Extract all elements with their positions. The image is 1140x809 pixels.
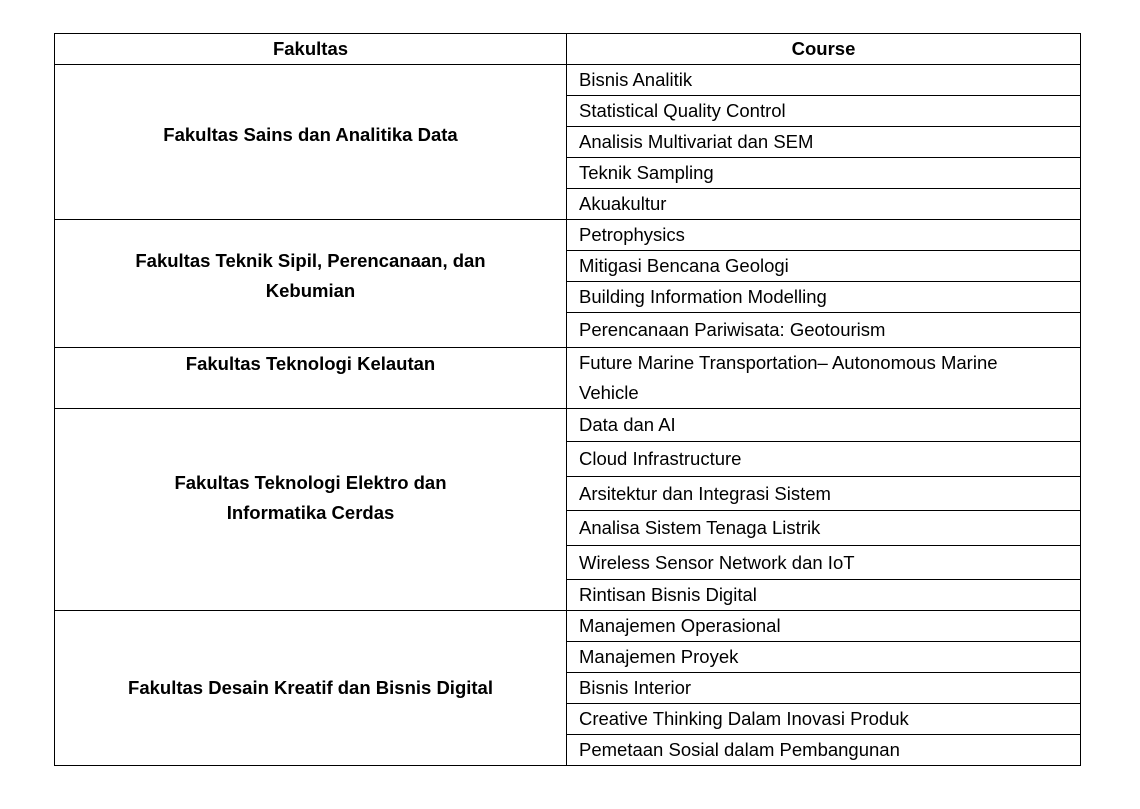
table-row: Wireless Sensor Network dan IoT xyxy=(55,545,1081,580)
table-row: Creative Thinking Dalam Inovasi Produk xyxy=(55,703,1081,735)
table-row: Fakultas Teknologi Kelautan Future Marine… xyxy=(54,347,1081,409)
header-course: Course xyxy=(566,33,1081,65)
fakultas-cell: Fakultas Desain Kreatif dan Bisnis Digit… xyxy=(54,610,567,766)
table-row: Perencanaan Pariwisata: Geotourism xyxy=(55,312,1081,348)
table-row: Cloud Infrastructure xyxy=(55,441,1081,477)
course-cell: Bisnis Interior xyxy=(566,672,1081,704)
table-row: Analisis Multivariat dan SEM xyxy=(55,126,1081,158)
course-cell: Petrophysics xyxy=(566,219,1081,251)
course-cell: Creative Thinking Dalam Inovasi Produk xyxy=(566,703,1081,735)
course-cell: Akuakultur xyxy=(566,188,1081,220)
course-cell: Future Marine Transportation– Autonomous… xyxy=(566,347,1081,409)
table-row: Rintisan Bisnis Digital xyxy=(55,579,1081,611)
course-cell: Manajemen Operasional xyxy=(566,610,1081,642)
course-cell: Teknik Sampling xyxy=(566,157,1081,189)
header-row: Fakultas Course xyxy=(54,33,1081,65)
course-cell: Analisa Sistem Tenaga Listrik xyxy=(566,510,1081,546)
table-row: Building Information Modelling xyxy=(55,281,1081,313)
table-row: Statistical Quality Control xyxy=(55,95,1081,127)
course-cell: Manajemen Proyek xyxy=(566,641,1081,673)
course-cell: Statistical Quality Control xyxy=(566,95,1081,127)
course-cell: Data dan AI xyxy=(566,408,1081,442)
table-row: Manajemen Proyek xyxy=(55,641,1081,673)
table-row: Fakultas Teknik Sipil, Perencanaan, dan … xyxy=(54,219,1081,348)
course-cell: Wireless Sensor Network dan IoT xyxy=(566,545,1081,580)
course-cell: Bisnis Analitik xyxy=(566,64,1081,96)
fakultas-cell: Fakultas Teknologi Kelautan xyxy=(54,347,567,409)
fakultas-cell: Fakultas Sains dan Analitika Data xyxy=(54,64,567,220)
course-cell: Arsitektur dan Integrasi Sistem xyxy=(566,476,1081,511)
course-cell: Building Information Modelling xyxy=(566,281,1081,313)
table-row: Arsitektur dan Integrasi Sistem xyxy=(55,476,1081,511)
table-row: Pemetaan Sosial dalam Pembangunan xyxy=(55,734,1081,766)
header-fakultas: Fakultas xyxy=(54,33,567,65)
course-cell: Pemetaan Sosial dalam Pembangunan xyxy=(566,734,1081,766)
course-cell: Rintisan Bisnis Digital xyxy=(566,579,1081,611)
table-row: Analisa Sistem Tenaga Listrik xyxy=(55,510,1081,546)
course-cell: Analisis Multivariat dan SEM xyxy=(566,126,1081,158)
table-row: Bisnis Interior xyxy=(55,672,1081,704)
fakultas-cell: Fakultas Teknik Sipil, Perencanaan, dan … xyxy=(54,219,567,348)
course-cell: Perencanaan Pariwisata: Geotourism xyxy=(566,312,1081,348)
fakultas-course-table: Fakultas Course Fakultas Sains dan Anali… xyxy=(54,33,1081,766)
course-cell: Cloud Infrastructure xyxy=(566,441,1081,477)
table-row: Akuakultur xyxy=(55,188,1081,220)
course-cell: Mitigasi Bencana Geologi xyxy=(566,250,1081,282)
table-row: Fakultas Sains dan Analitika Data Bisnis … xyxy=(54,64,1081,220)
table-row: Mitigasi Bencana Geologi xyxy=(55,250,1081,282)
fakultas-cell: Fakultas Teknologi Elektro dan Informati… xyxy=(54,408,567,611)
table-row: Fakultas Teknologi Elektro dan Informati… xyxy=(54,408,1081,611)
table-row: Fakultas Desain Kreatif dan Bisnis Digit… xyxy=(54,610,1081,766)
